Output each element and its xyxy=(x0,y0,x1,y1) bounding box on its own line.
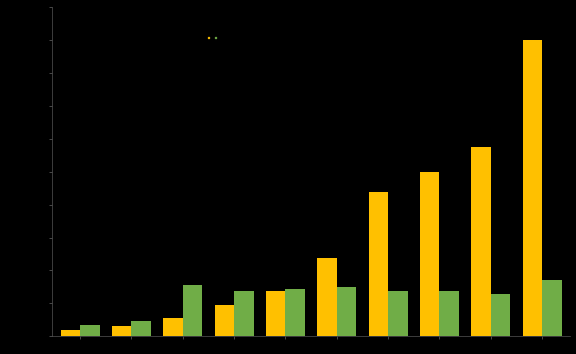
Bar xyxy=(420,172,439,336)
Bar xyxy=(80,325,100,336)
Bar xyxy=(112,326,131,336)
Bar xyxy=(337,287,356,336)
Bar xyxy=(163,318,183,336)
Bar xyxy=(471,147,491,336)
Bar xyxy=(131,321,151,336)
Bar xyxy=(214,305,234,336)
Bar xyxy=(317,258,337,336)
Bar xyxy=(369,192,388,336)
Bar xyxy=(234,291,253,336)
Bar xyxy=(522,40,542,336)
Bar xyxy=(439,291,459,336)
Bar xyxy=(542,280,562,336)
Bar xyxy=(285,289,305,336)
Bar xyxy=(266,291,285,336)
Bar xyxy=(60,330,80,336)
Bar xyxy=(388,291,408,336)
Bar xyxy=(183,285,202,336)
Bar xyxy=(491,293,510,336)
